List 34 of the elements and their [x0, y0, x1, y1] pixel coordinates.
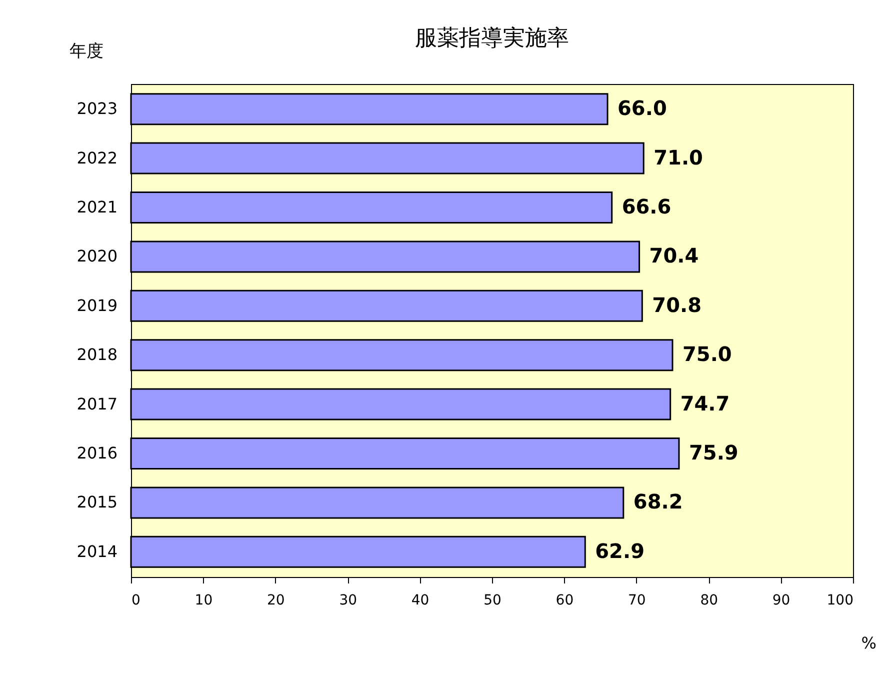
y-tick-label: 2018: [76, 345, 118, 364]
y-tick-label: 2019: [76, 296, 118, 315]
x-tick-label: 100: [826, 592, 854, 608]
x-tick-label: 70: [628, 592, 646, 608]
data-label: 62.9: [595, 538, 644, 563]
y-tick-label: 2021: [76, 197, 118, 216]
data-label: 75.0: [682, 342, 732, 366]
data-label: 71.0: [654, 145, 703, 170]
data-label: 70.4: [649, 244, 699, 268]
x-tick-label: 60: [556, 592, 574, 608]
y-axis-title: 年度: [70, 42, 104, 62]
chart-title: 服薬指導実施率: [415, 26, 569, 51]
data-label: 66.0: [618, 96, 667, 120]
x-tick-label: 80: [700, 592, 718, 608]
x-axis-title: %: [861, 634, 876, 652]
data-label: 74.7: [680, 391, 730, 416]
x-tick-label: 20: [266, 592, 285, 608]
x-tick-label: 90: [772, 592, 790, 608]
y-tick-label: 2015: [76, 492, 118, 512]
y-tick-label: 2016: [76, 444, 118, 463]
y-tick-label: 2017: [76, 394, 118, 414]
x-tick-label: 10: [194, 592, 213, 608]
x-tick-label: 50: [484, 592, 502, 608]
data-label: 70.8: [652, 292, 702, 317]
x-tick-label: 40: [411, 592, 430, 608]
x-tick-label: 0: [132, 592, 140, 608]
y-tick-label: 2014: [76, 542, 118, 561]
y-tick-label: 2023: [76, 99, 118, 118]
x-tick-label: 30: [339, 592, 358, 608]
y-tick-label: 2020: [76, 246, 118, 266]
data-label: 68.2: [633, 490, 683, 514]
data-label: 66.6: [622, 194, 672, 218]
y-tick-label: 2022: [76, 148, 118, 168]
data-label: 75.9: [689, 440, 738, 465]
